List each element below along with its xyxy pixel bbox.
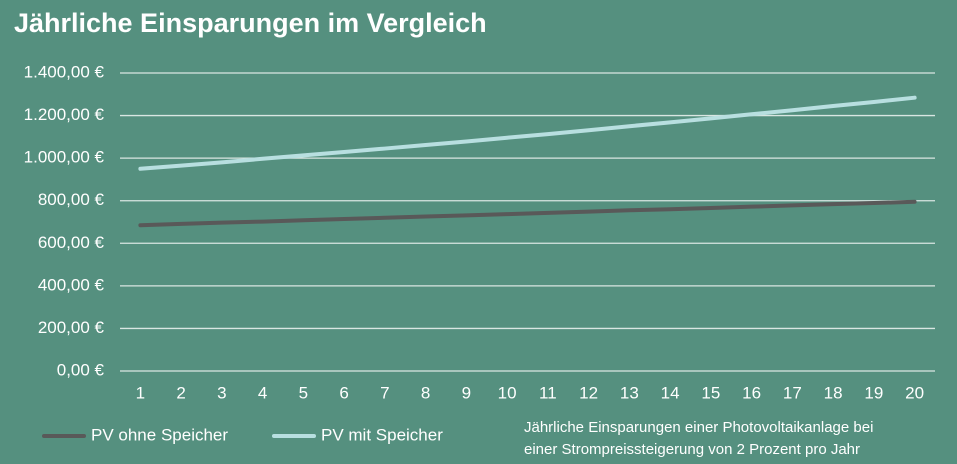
- x-tick-label: 18: [824, 383, 843, 402]
- x-tick-label: 13: [620, 383, 639, 402]
- x-tick-label: 8: [421, 383, 430, 402]
- x-tick-label: 5: [299, 383, 308, 402]
- y-tick-label: 600,00 €: [38, 233, 105, 252]
- y-tick-label: 1.000,00 €: [24, 148, 105, 167]
- legend-label: PV mit Speicher: [321, 425, 443, 444]
- y-tick-label: 1.200,00 €: [24, 105, 105, 124]
- x-tick-label: 7: [380, 383, 389, 402]
- note: einer Strompreissteigerung von 2 Prozent…: [524, 441, 860, 458]
- y-tick-label: 0,00 €: [57, 360, 105, 379]
- y-tick-label: 1.400,00 €: [24, 62, 105, 81]
- x-tick-label: 1: [136, 383, 145, 402]
- x-tick-label: 2: [176, 383, 185, 402]
- x-tick-label: 9: [462, 383, 471, 402]
- series-line: [138, 95, 917, 171]
- x-tick-label: 17: [783, 383, 802, 402]
- x-tick-label: 20: [905, 383, 924, 402]
- note: Jährliche Einsparungen einer Photovoltai…: [524, 419, 873, 436]
- legend-label: PV ohne Speicher: [91, 425, 228, 444]
- x-tick-label: 6: [339, 383, 348, 402]
- x-tick-label: 4: [258, 383, 267, 402]
- y-tick-label: 200,00 €: [38, 318, 105, 337]
- chart-title: Jährliche Einsparungen im Vergleich: [14, 8, 487, 38]
- x-tick-label: 14: [661, 383, 680, 402]
- x-tick-label: 16: [742, 383, 761, 402]
- x-tick-label: 3: [217, 383, 226, 402]
- y-tick-label: 800,00 €: [38, 190, 105, 209]
- x-tick-label: 15: [701, 383, 720, 402]
- x-tick-label: 10: [498, 383, 517, 402]
- x-tick-label: 12: [579, 383, 598, 402]
- x-tick-label: 11: [539, 383, 557, 402]
- y-tick-label: 400,00 €: [38, 275, 105, 294]
- x-tick-label: 19: [864, 383, 883, 402]
- series-line: [138, 199, 917, 228]
